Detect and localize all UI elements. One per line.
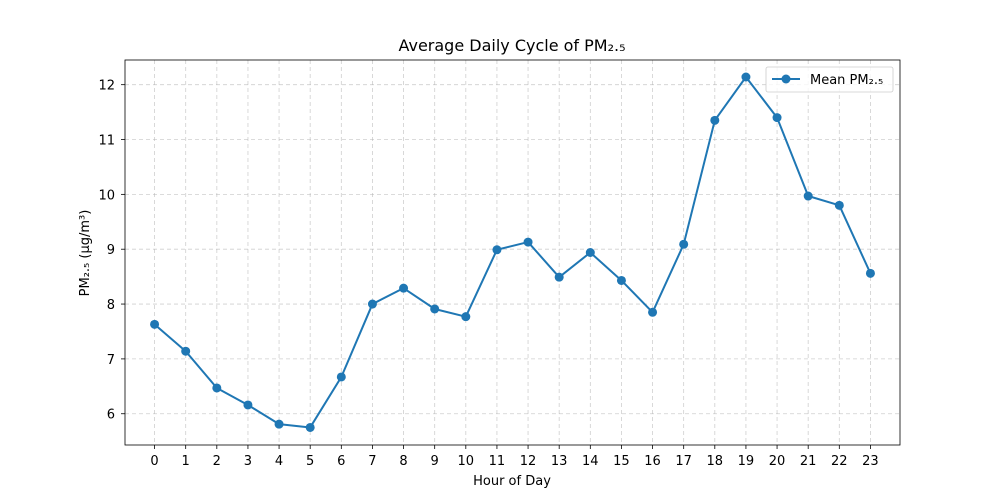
x-tick-label: 12	[520, 454, 537, 469]
plot-frame	[124, 59, 901, 446]
x-tick-label: 6	[337, 454, 345, 469]
data-point	[336, 372, 346, 382]
data-point	[492, 245, 502, 255]
x-tick-label: 19	[738, 454, 755, 469]
chart-title: Average Daily Cycle of PM₂.₅	[398, 36, 625, 55]
x-tick-label: 8	[399, 454, 407, 469]
x-axis: 0 1 2 3 4 5 6 7 8 9 10 11 12 13 14 15 16 17 18 19 20 21 22 23	[150, 445, 879, 469]
x-tick-label: 14	[582, 454, 599, 469]
x-tick-label: 22	[831, 454, 848, 469]
y-tick-label: 10	[98, 188, 115, 203]
x-tick-label: 1	[182, 454, 190, 469]
x-tick-label: 13	[551, 454, 568, 469]
data-point	[461, 312, 471, 322]
x-tick-label: 9	[431, 454, 439, 469]
data-point	[834, 200, 844, 210]
y-tick-label: 7	[107, 353, 115, 368]
data-point	[430, 304, 440, 314]
y-tick-label: 12	[98, 79, 115, 94]
x-tick-label: 4	[275, 454, 283, 469]
data-point	[243, 400, 253, 410]
x-tick-label: 23	[862, 454, 879, 469]
x-tick-label: 10	[458, 454, 475, 469]
y-axis: 6 7 8 9 10 11 12	[98, 79, 125, 423]
x-tick-label: 11	[489, 454, 506, 469]
x-tick-label: 0	[150, 454, 158, 469]
x-tick-label: 7	[368, 454, 376, 469]
x-tick-label: 21	[800, 454, 817, 469]
legend-label: Mean PM₂.₅	[810, 73, 883, 88]
data-point	[554, 272, 564, 282]
data-point	[274, 419, 284, 429]
data-point	[399, 283, 409, 293]
data-point	[803, 191, 813, 201]
legend: Mean PM₂.₅	[765, 66, 894, 93]
x-tick-label: 2	[213, 454, 221, 469]
y-tick-label: 6	[107, 408, 115, 423]
data-point	[181, 346, 191, 356]
data-point	[741, 72, 751, 82]
data-point	[865, 268, 875, 278]
y-axis-label: PM₂.₅ (µg/m³)	[78, 210, 93, 297]
legend-frame	[765, 66, 894, 93]
data-point	[150, 319, 160, 329]
data-point	[212, 383, 222, 393]
x-tick-label: 18	[707, 454, 724, 469]
y-tick-label: 8	[107, 298, 115, 313]
x-tick-label: 20	[769, 454, 786, 469]
y-tick-label: 9	[107, 243, 115, 258]
x-tick-label: 17	[675, 454, 692, 469]
x-axis-label: Hour of Day	[473, 474, 551, 489]
data-point	[585, 248, 595, 257]
data-point	[616, 275, 626, 285]
data-point	[772, 113, 782, 123]
legend-marker-swatch	[781, 74, 791, 84]
series-layer	[150, 72, 875, 432]
x-tick-label: 16	[644, 454, 661, 469]
data-point	[523, 237, 533, 247]
data-point	[305, 422, 315, 432]
x-tick-label: 5	[306, 454, 314, 469]
data-point	[648, 307, 658, 317]
data-point	[679, 239, 689, 249]
y-tick-label: 11	[98, 134, 115, 149]
series-line	[153, 76, 872, 429]
x-tick-label: 15	[613, 454, 630, 469]
grid	[125, 60, 900, 445]
x-tick-label: 3	[244, 454, 252, 469]
data-point	[710, 115, 720, 125]
data-point	[367, 299, 377, 309]
